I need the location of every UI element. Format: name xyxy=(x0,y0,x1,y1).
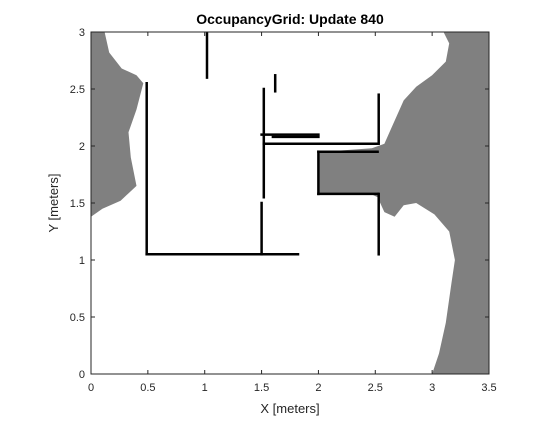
x-axis: 0 0.5 1 1.5 2 2.5 3 3.5 xyxy=(88,32,497,394)
y-tick-label: 0.5 xyxy=(70,312,85,324)
occupied-cells-layer xyxy=(145,32,380,256)
y-tick-label: 1 xyxy=(79,255,85,267)
y-tick-label: 3 xyxy=(79,27,85,39)
chart-title: OccupancyGrid: Update 840 xyxy=(196,11,384,27)
x-tick-label: 0 xyxy=(88,382,94,394)
x-axis-label: X [meters] xyxy=(260,401,319,416)
x-tick-label: 1 xyxy=(202,382,208,394)
y-axis: 0 0.5 1 1.5 2 2.5 3 xyxy=(70,27,489,381)
occupancy-map-layer xyxy=(91,32,489,374)
y-tick-label: 2 xyxy=(79,141,85,153)
y-tick-label: 2.5 xyxy=(70,84,85,96)
x-tick-label: 1.5 xyxy=(254,382,269,394)
y-tick-label: 1.5 xyxy=(70,198,85,210)
x-tick-label: 0.5 xyxy=(140,382,155,394)
x-tick-label: 2 xyxy=(315,382,321,394)
x-tick-label: 3 xyxy=(429,382,435,394)
x-tick-label: 3.5 xyxy=(481,382,496,394)
x-tick-label: 2.5 xyxy=(368,382,383,394)
y-tick-label: 0 xyxy=(79,369,85,381)
unknown-region-right-side xyxy=(318,32,489,374)
y-axis-label: Y [meters] xyxy=(46,173,61,232)
unknown-region-left-upper xyxy=(91,32,144,217)
